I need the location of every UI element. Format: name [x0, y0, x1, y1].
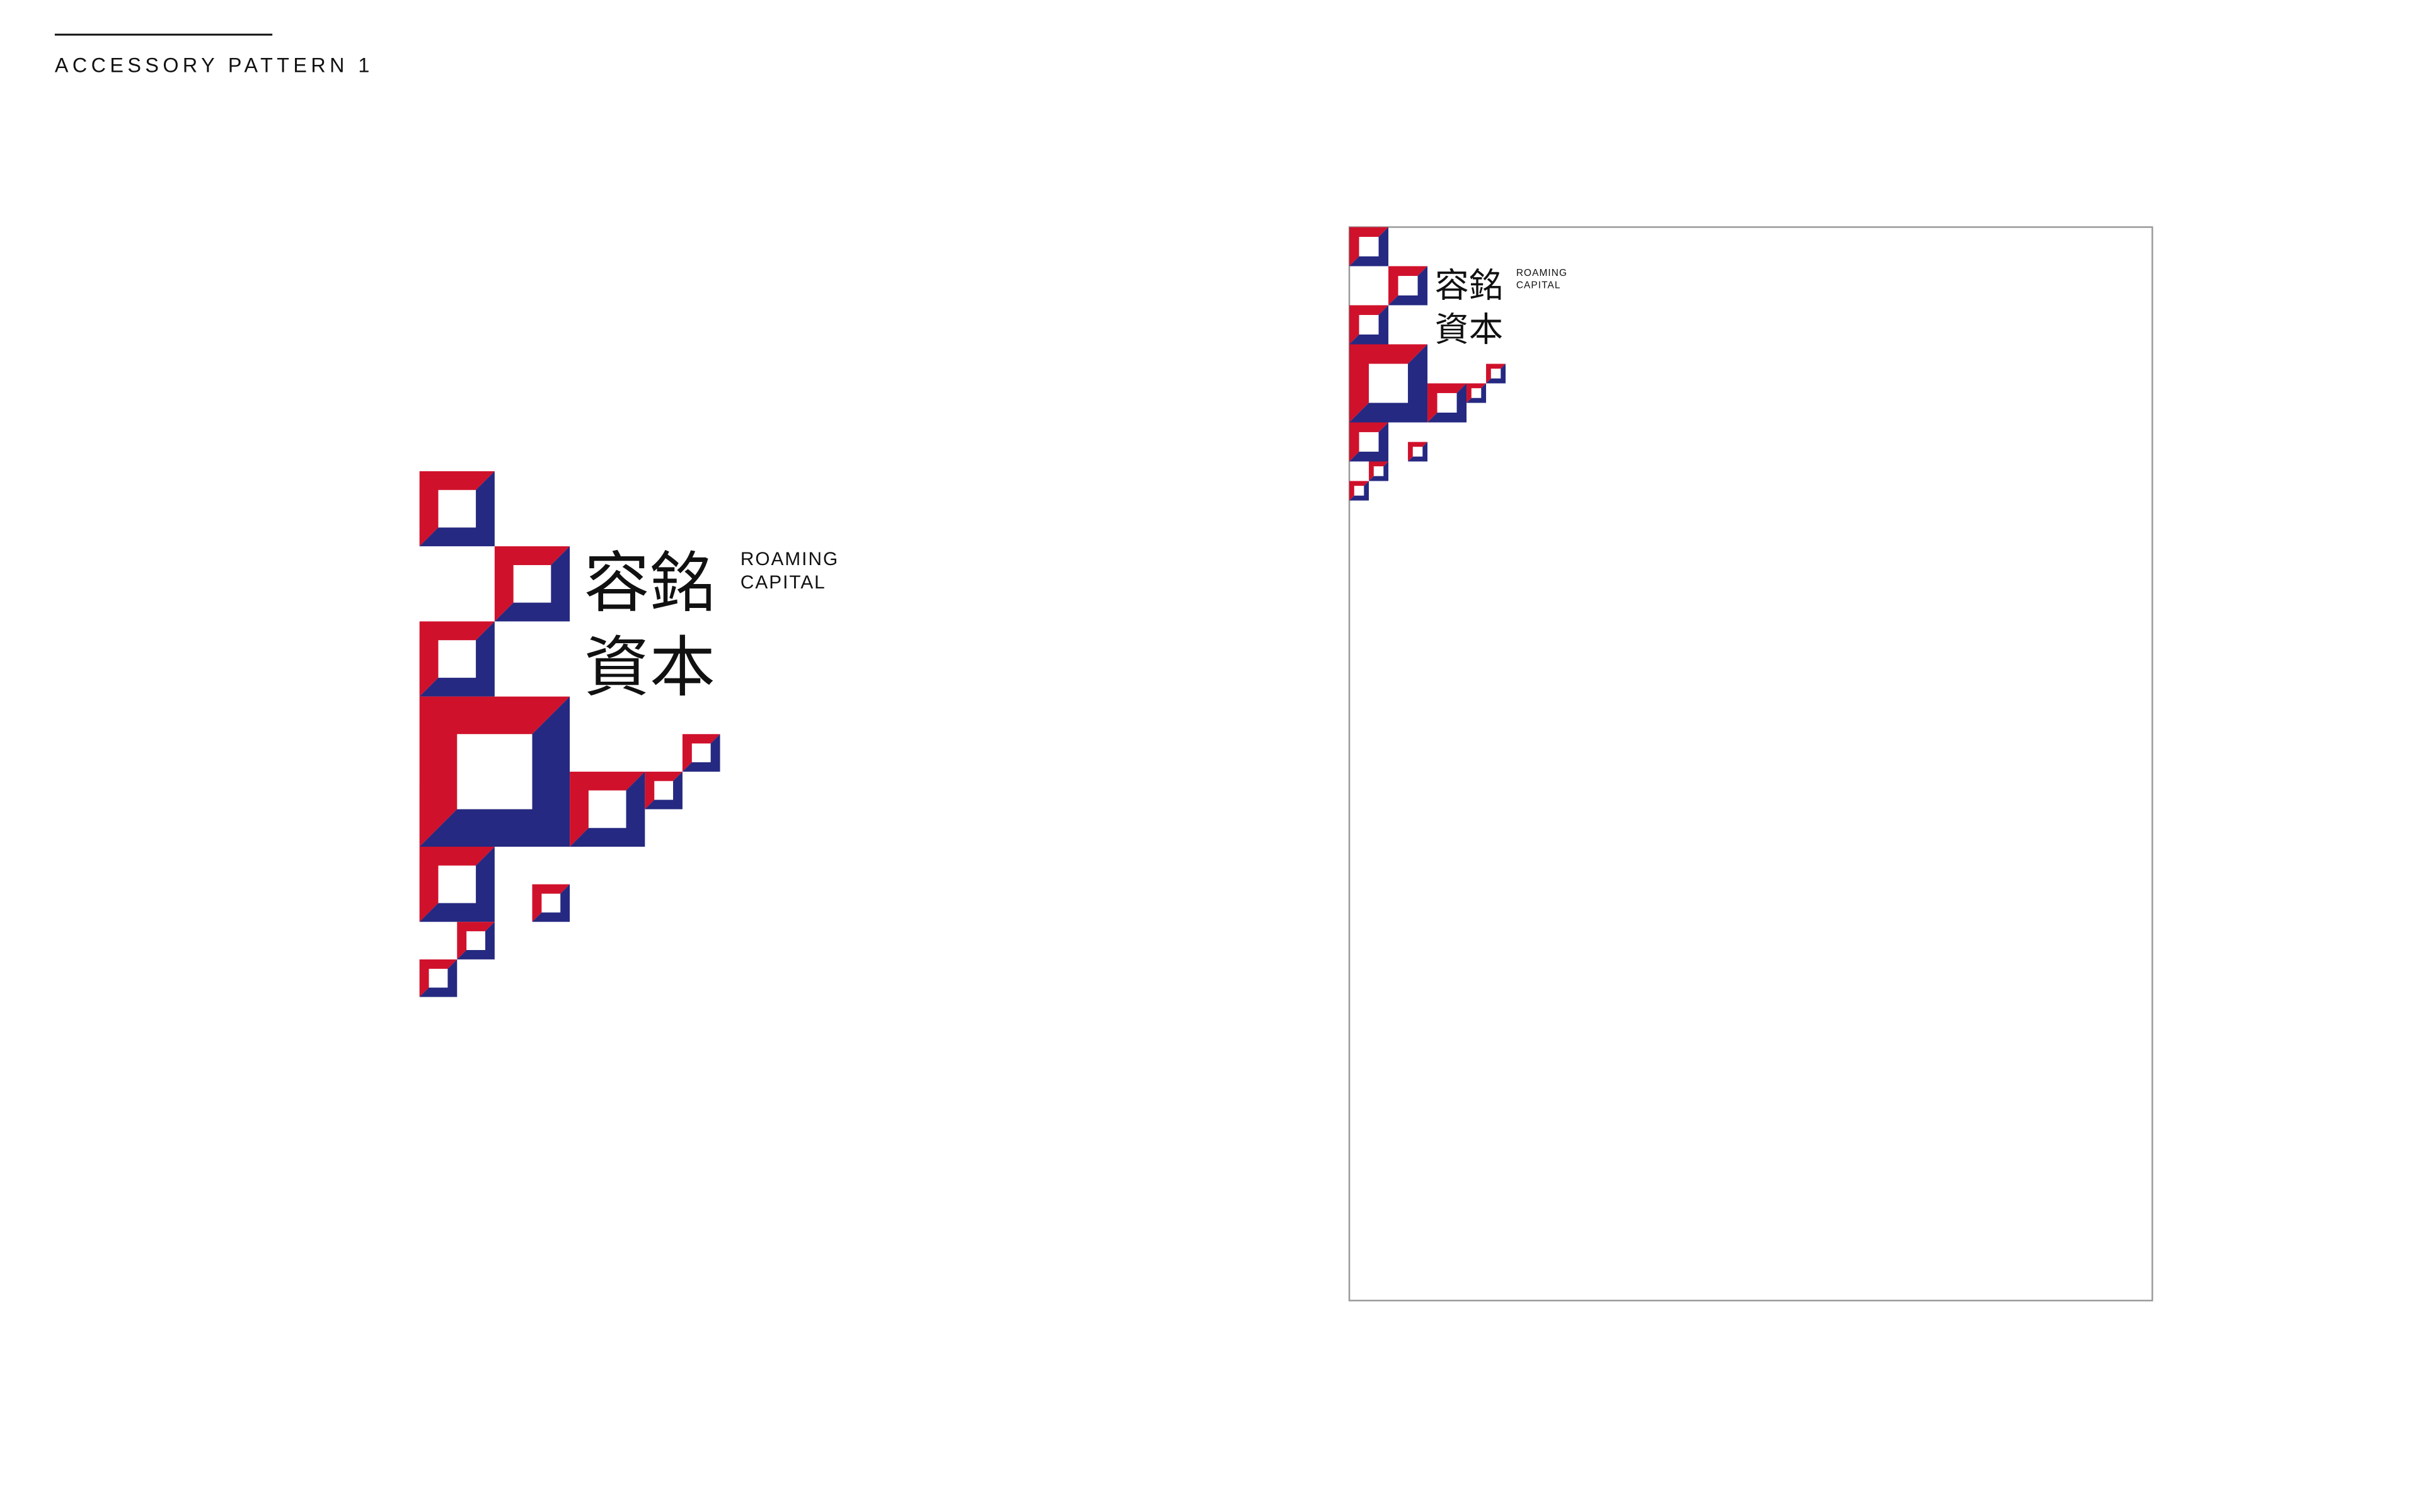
bevel-tile	[419, 847, 495, 922]
bevel-tile	[1408, 442, 1428, 462]
tile-blue	[1349, 305, 1389, 345]
logo-small: 容銘 資本 ROAMING CAPITAL	[1349, 227, 1567, 501]
bevel-tile	[532, 884, 570, 922]
bevel-tile	[682, 734, 720, 772]
logo-english-1: ROAMING	[1516, 268, 1567, 278]
bevel-tile	[1349, 481, 1369, 501]
letterhead-sheet	[1348, 226, 2153, 1302]
tile-window	[457, 734, 533, 810]
logo-chinese-2: 資本	[1435, 309, 1503, 349]
tile-window	[438, 640, 476, 678]
bevel-tile	[1427, 383, 1467, 423]
tile-window	[513, 564, 551, 603]
bevel-tile	[645, 771, 683, 810]
logo-chinese-1: 容銘	[1435, 266, 1503, 306]
pattern	[1349, 227, 1506, 501]
tile-window	[429, 968, 448, 988]
logo-english-2: CAPITAL	[1516, 280, 1561, 290]
logo-english-1: ROAMING	[740, 549, 839, 570]
pattern	[419, 471, 720, 997]
tile-window	[1437, 392, 1457, 413]
tile-window	[691, 743, 711, 762]
bevel-tile	[419, 696, 570, 847]
bevel-tile	[1486, 364, 1506, 384]
header-title: ACCESSORY PATTERN 1	[55, 54, 374, 77]
tile-window	[1412, 447, 1423, 457]
logo-chinese-1: 容銘	[584, 545, 715, 622]
bevel-tile	[494, 546, 570, 622]
logo-english-2: CAPITAL	[740, 572, 826, 593]
tile-window	[1359, 236, 1379, 256]
bevel-tile	[457, 922, 495, 959]
bevel-tile	[570, 771, 645, 847]
bevel-tile	[1369, 461, 1389, 481]
tile-blue	[1349, 227, 1389, 266]
tile-window	[654, 781, 674, 800]
tile-window	[1490, 369, 1501, 379]
logo-chinese-2: 資本	[584, 629, 715, 706]
bevel-tile	[1349, 344, 1428, 423]
tile-window	[588, 790, 626, 828]
bevel-tile	[1466, 383, 1487, 403]
bevel-tile	[1388, 266, 1428, 306]
bevel-tile	[419, 621, 495, 697]
tile-window	[1369, 364, 1409, 403]
tile-window	[1359, 314, 1379, 335]
tile-window	[1354, 486, 1364, 496]
tile-blue	[1349, 422, 1389, 462]
tile-window	[541, 893, 561, 913]
tile-window	[1359, 432, 1379, 452]
tile-window	[438, 490, 476, 528]
tile-window	[466, 931, 485, 950]
bevel-tile	[419, 471, 495, 547]
bevel-tile	[1349, 422, 1389, 462]
tile-window	[438, 865, 476, 903]
tile-window	[1471, 388, 1482, 398]
bevel-tile	[1349, 305, 1389, 345]
tile-window	[1398, 275, 1418, 295]
logo-large: 容銘 資本 ROAMING CAPITAL	[419, 471, 839, 997]
tile-window	[1373, 466, 1384, 476]
bevel-tile	[1349, 227, 1389, 266]
bevel-tile	[419, 959, 458, 997]
